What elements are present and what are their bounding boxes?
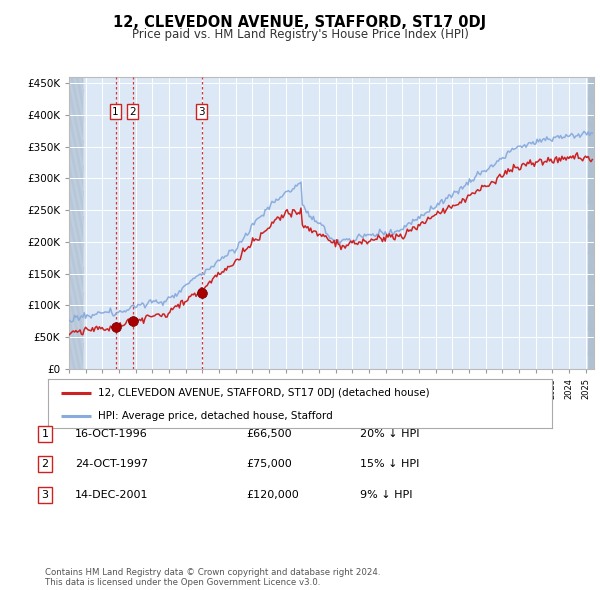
Text: 14-DEC-2001: 14-DEC-2001 <box>75 490 149 500</box>
Text: 2: 2 <box>41 460 49 469</box>
Text: 3: 3 <box>198 107 205 117</box>
Text: 20% ↓ HPI: 20% ↓ HPI <box>360 429 419 438</box>
Polygon shape <box>588 77 594 369</box>
Text: 16-OCT-1996: 16-OCT-1996 <box>75 429 148 438</box>
Text: 12, CLEVEDON AVENUE, STAFFORD, ST17 0DJ (detached house): 12, CLEVEDON AVENUE, STAFFORD, ST17 0DJ … <box>98 388 430 398</box>
Text: 15% ↓ HPI: 15% ↓ HPI <box>360 460 419 469</box>
Text: 1: 1 <box>112 107 119 117</box>
Text: 9% ↓ HPI: 9% ↓ HPI <box>360 490 413 500</box>
Text: £75,000: £75,000 <box>246 460 292 469</box>
Text: £66,500: £66,500 <box>246 429 292 438</box>
Text: Contains HM Land Registry data © Crown copyright and database right 2024.
This d: Contains HM Land Registry data © Crown c… <box>45 568 380 587</box>
Text: 3: 3 <box>41 490 49 500</box>
Text: 2: 2 <box>129 107 136 117</box>
Polygon shape <box>69 77 83 369</box>
Text: HPI: Average price, detached house, Stafford: HPI: Average price, detached house, Staf… <box>98 411 333 421</box>
Text: Price paid vs. HM Land Registry's House Price Index (HPI): Price paid vs. HM Land Registry's House … <box>131 28 469 41</box>
Text: 24-OCT-1997: 24-OCT-1997 <box>75 460 148 469</box>
Text: £120,000: £120,000 <box>246 490 299 500</box>
Text: 1: 1 <box>41 429 49 438</box>
Text: 12, CLEVEDON AVENUE, STAFFORD, ST17 0DJ: 12, CLEVEDON AVENUE, STAFFORD, ST17 0DJ <box>113 15 487 30</box>
